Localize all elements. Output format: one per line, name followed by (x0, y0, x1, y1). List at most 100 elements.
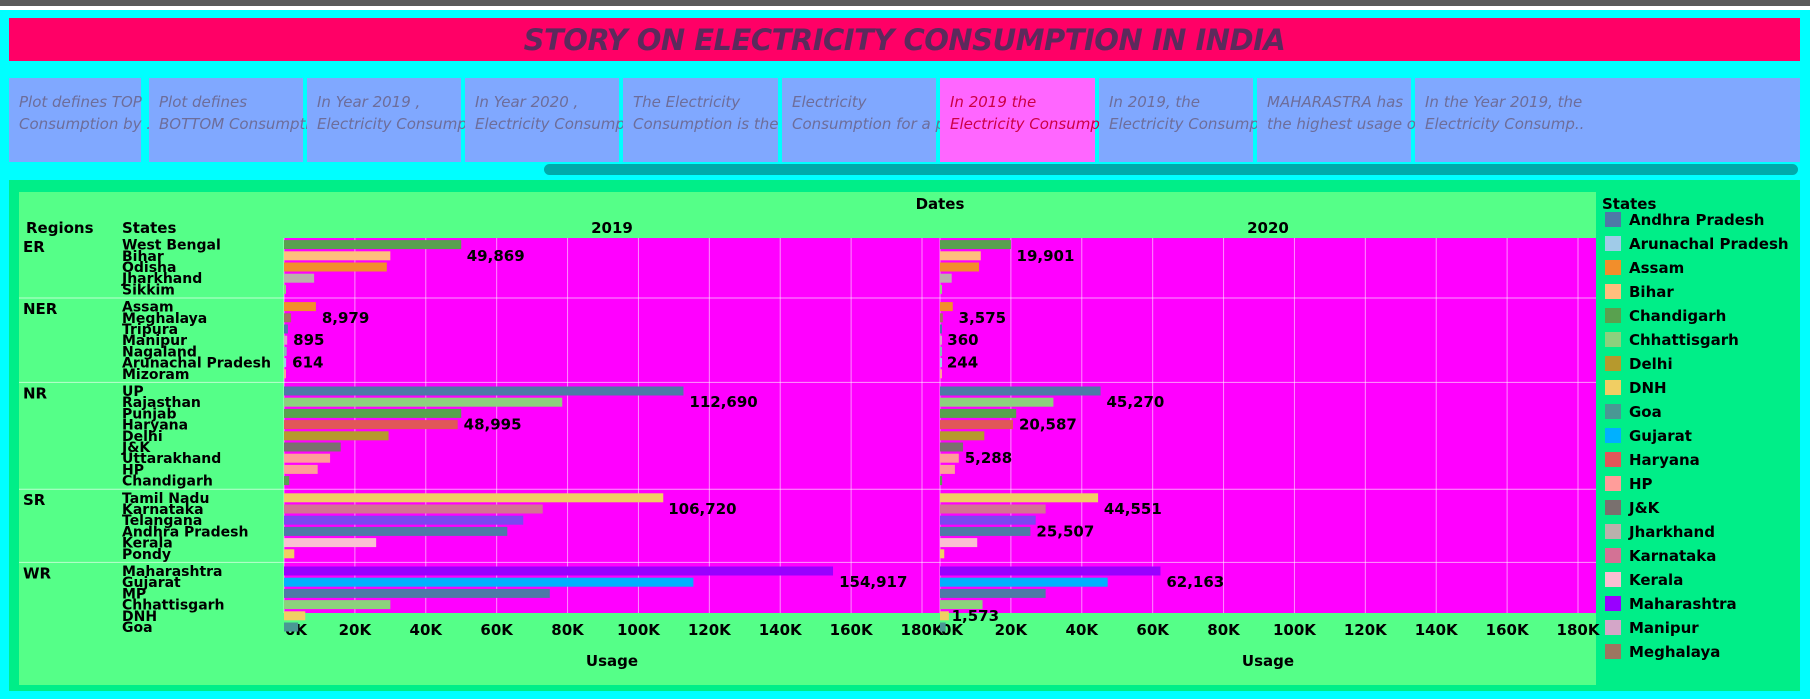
bar-2019-j-k (284, 442, 341, 452)
legend-swatch (1605, 524, 1621, 539)
state-label: Chandigarh (122, 474, 213, 490)
region-label-nr: NR (23, 384, 48, 402)
data-label-2020: 62,163 (1166, 573, 1224, 591)
legend-item: Delhi (1629, 355, 1673, 373)
story-point-2-line1: Plot defines (159, 93, 248, 111)
bar-2019-tamil-nadu (284, 493, 664, 503)
region-label-ner: NER (23, 300, 58, 318)
row-header-regions: Regions (26, 219, 94, 237)
bar-2020-assam (940, 302, 953, 312)
bar-2019-up (284, 386, 684, 396)
story-point-6[interactable]: Electricity Consumption for a p.. (782, 78, 955, 162)
state-label: Nagaland (122, 344, 197, 360)
bar-2020-pondy (940, 549, 945, 559)
legend-item: Assam (1629, 259, 1684, 277)
bar-2019-chandigarh (284, 476, 290, 486)
region-label-sr: SR (23, 491, 46, 509)
legend-item: Andhra Pradesh (1629, 211, 1764, 229)
story-point-8[interactable]: In 2019, the Electricity Consump.. (1099, 78, 1268, 162)
legend-item: J&K (1628, 499, 1661, 517)
state-label: Pondy (122, 547, 171, 563)
bar-2019-mp (284, 588, 550, 598)
bar-2019-karnataka (284, 504, 543, 514)
legend-item: Chhattisgarh (1629, 331, 1739, 349)
bar-2019-jharkhand (284, 273, 315, 283)
data-label-2019: 614 (292, 354, 323, 372)
story-point-6-line1: Electricity (792, 93, 867, 111)
story-point-5-line2: Consumption is the .. (633, 115, 793, 133)
x-tick-label-2019: 80K (551, 621, 585, 639)
story-navigator: Plot defines TOP Consumption by .. Plot de… (9, 78, 1800, 162)
x-tick-label-2020: 20K (995, 621, 1029, 639)
legend-swatch (1605, 476, 1621, 491)
bar-2020-rajasthan (940, 397, 1054, 407)
bar-2019-delhi (284, 431, 389, 441)
legend-swatch (1605, 452, 1621, 467)
data-label-2019: 112,690 (689, 393, 757, 411)
bar-2020-jharkhand (940, 273, 952, 283)
row-header-states: States (122, 219, 176, 237)
legend-item: Karnataka (1629, 547, 1716, 565)
bar-2020-mp (940, 588, 1046, 598)
legend-swatch (1605, 260, 1621, 275)
legend-item: Bihar (1629, 283, 1674, 301)
data-label-2020: 44,551 (1104, 500, 1162, 518)
state-label: J&K (121, 440, 151, 456)
state-label: Meghalaya (122, 311, 207, 327)
bar-2020-manipur (940, 335, 942, 345)
bar-2020-delhi (940, 431, 985, 441)
window-top-border (0, 0, 1810, 6)
x-tick-label-2019: 60K (480, 621, 514, 639)
bar-2020-nagaland (940, 346, 942, 356)
story-point-2-line2: BOTTOM Consumpti.. (159, 115, 320, 133)
story-point-2[interactable]: Plot defines BOTTOM Consumpti.. (149, 78, 320, 162)
bar-2019-punjab (284, 408, 462, 418)
x-tick-label-2020: 60K (1136, 621, 1170, 639)
bar-2019-uttarakhand (284, 453, 331, 463)
bar-2019-bihar (284, 251, 391, 261)
legend-item: Meghalaya (1629, 643, 1720, 661)
state-label: Mizoram (122, 367, 189, 383)
state-label: MP (122, 586, 146, 602)
story-navigator-scrollbar[interactable] (544, 164, 1798, 175)
story-point-6-line2: Consumption for a p.. (792, 115, 955, 133)
story-point-5[interactable]: The Electricity Consumption is the .. (623, 78, 793, 162)
legend-swatch (1605, 572, 1621, 587)
story-title-banner: STORY ON ELECTRICITY CONSUMPTION IN INDI… (9, 18, 1800, 61)
story-point-9[interactable]: MAHARASTRA has the highest usage o.. (1257, 78, 1426, 162)
x-tick-label-2019: 120K (688, 621, 732, 639)
bar-2019-west-bengal (284, 240, 462, 250)
state-label: Manipur (122, 333, 187, 349)
bar-2019-meghalaya (284, 313, 292, 323)
state-label: Haryana (122, 418, 188, 434)
legend-item: Haryana (1629, 451, 1700, 469)
story-point-7[interactable]: In 2019 the Electricity Consump.. (940, 78, 1109, 162)
story-point-10[interactable]: In the Year 2019, the Electricity Consump… (1415, 78, 1800, 162)
state-label: West Bengal (122, 238, 221, 254)
bar-2020-hp (940, 464, 955, 474)
bar-2020-goa (940, 622, 946, 632)
bar-2020-up (940, 386, 1101, 396)
story-point-10-line2: Electricity Consump.. (1425, 115, 1585, 133)
state-label: Sikkim (122, 282, 175, 298)
bar-2019-pondy (284, 549, 295, 559)
legend-item: Goa (1629, 403, 1662, 421)
bar-2019-gujarat (284, 577, 694, 587)
story-point-3[interactable]: In Year 2019 , Electricity Consump.. (307, 78, 476, 162)
state-label: HP (122, 462, 144, 478)
legend-swatch (1605, 500, 1621, 515)
bar-2019-haryana (284, 420, 458, 430)
data-label-2019: 49,869 (467, 247, 525, 265)
state-label: Karnataka (122, 502, 204, 518)
legend-swatch (1605, 212, 1621, 227)
story-point-1-line2: Consumption by .. (19, 115, 156, 133)
story-point-7-line1: In 2019 the (950, 93, 1037, 111)
legend-item: HP (1629, 475, 1653, 493)
bar-2020-tamil-nadu (940, 493, 1099, 503)
story-point-4-line2: Electricity Consump.. (475, 115, 635, 133)
story-point-1[interactable]: Plot defines TOP Consumption by .. (9, 78, 156, 162)
story-point-4[interactable]: In Year 2020 , Electricity Consump.. (465, 78, 635, 162)
data-label-2020: 25,507 (1036, 522, 1094, 540)
data-label-2019: 895 (293, 331, 324, 349)
legend-swatch (1605, 284, 1621, 299)
